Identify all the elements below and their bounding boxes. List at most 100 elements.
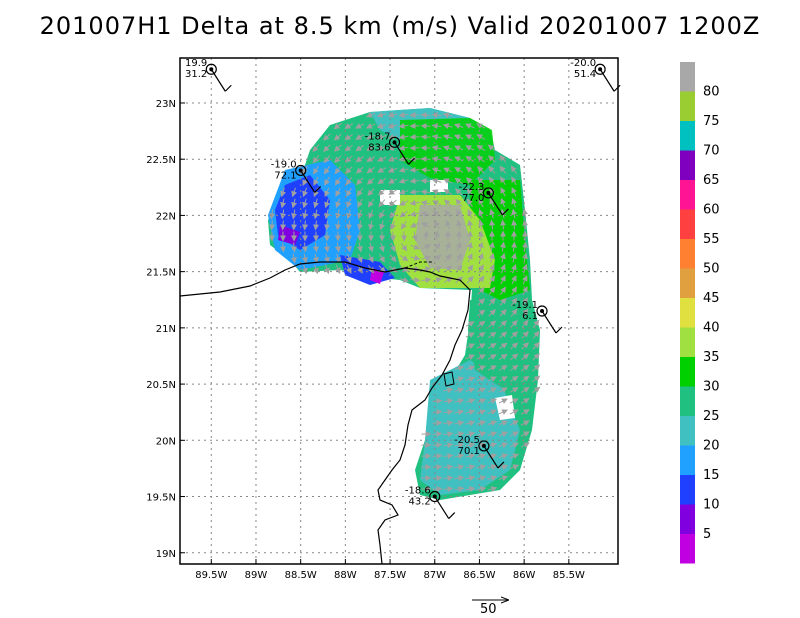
wind-arrow bbox=[335, 209, 342, 220]
wind-arrow bbox=[498, 431, 509, 437]
wind-arrow bbox=[356, 242, 363, 253]
y-tick-label: 22N bbox=[156, 211, 176, 222]
dropsonde-ring bbox=[388, 136, 401, 148]
wind-arrow bbox=[432, 464, 443, 471]
wind-arrow bbox=[345, 166, 353, 175]
wind-arrow bbox=[521, 263, 528, 274]
wind-arrow bbox=[379, 253, 385, 263]
wind-arrow bbox=[313, 176, 319, 186]
wind-arrow bbox=[465, 134, 475, 140]
wind-arrow bbox=[431, 167, 442, 174]
wind-arrow bbox=[346, 198, 352, 209]
wind-arrow bbox=[498, 376, 508, 382]
wind-arrow bbox=[467, 253, 473, 263]
wind-arrow bbox=[511, 208, 518, 219]
coastline bbox=[179, 261, 471, 565]
wind-arrow bbox=[366, 156, 376, 162]
wind-arrow bbox=[476, 343, 486, 349]
wind-arrow bbox=[368, 253, 374, 263]
wind-arrow bbox=[478, 198, 484, 208]
colorbar-swatch bbox=[680, 239, 695, 269]
wind-arrow bbox=[489, 208, 496, 219]
wind-arrow bbox=[431, 178, 442, 185]
wind-arrow bbox=[368, 209, 374, 220]
wind-arrow bbox=[487, 420, 498, 426]
wind-arrow bbox=[421, 277, 432, 284]
wind-arrow bbox=[454, 486, 465, 493]
wind-arrow bbox=[443, 398, 454, 405]
wind-arrow bbox=[399, 277, 410, 283]
wind-arrow bbox=[510, 241, 517, 252]
wind-arrow bbox=[356, 188, 364, 197]
wind-arrow bbox=[291, 198, 298, 209]
wind-arrow bbox=[443, 453, 454, 460]
wind-arrow bbox=[409, 177, 420, 184]
wind-arrow bbox=[510, 252, 517, 263]
wind-arrow bbox=[511, 275, 517, 285]
dropsonde-temp: -19.0 bbox=[271, 159, 297, 170]
wind-arrow bbox=[509, 420, 519, 426]
wind-arrow bbox=[476, 123, 486, 129]
wind-arrow bbox=[476, 365, 486, 371]
wind-arrow bbox=[269, 209, 276, 220]
wind-arrow bbox=[344, 144, 353, 152]
wind-arrow bbox=[532, 342, 540, 350]
wind-arrow bbox=[488, 309, 497, 317]
wind-arrow bbox=[520, 409, 530, 415]
wind-arrow bbox=[498, 442, 509, 448]
dropsonde: 19.931.2 bbox=[185, 58, 232, 92]
wind-arrow bbox=[499, 308, 507, 317]
colorbar-label: 50 bbox=[703, 262, 720, 277]
wind-arrow bbox=[467, 198, 473, 208]
wind-arrow bbox=[499, 154, 507, 163]
wind-arrow bbox=[476, 134, 486, 140]
wind-arrow bbox=[478, 252, 484, 263]
colorbar-label: 20 bbox=[703, 439, 720, 454]
wind-barb bbox=[541, 310, 557, 334]
wind-arrow bbox=[499, 241, 506, 252]
wind-arrow bbox=[379, 209, 385, 219]
dropsonde: -18.783.6 bbox=[365, 131, 415, 165]
wind-arrow bbox=[398, 177, 409, 184]
y-tick-label: 22.5N bbox=[146, 155, 176, 166]
wind-arrow bbox=[488, 241, 495, 252]
dropsonde: -22.377.0 bbox=[459, 182, 509, 216]
wind-arrow bbox=[443, 420, 454, 427]
wind-arrow bbox=[510, 364, 519, 372]
wind-arrow bbox=[511, 176, 517, 186]
wind-arrow bbox=[280, 187, 287, 198]
wind-arrow bbox=[487, 453, 498, 460]
wind-arrow bbox=[379, 220, 386, 231]
wind-arrow bbox=[302, 187, 308, 198]
wind-arrow bbox=[422, 230, 429, 241]
dropsonde-ring bbox=[478, 440, 490, 452]
y-tick-label: 23N bbox=[156, 99, 176, 110]
colorbar-swatch bbox=[680, 534, 695, 564]
wind-arrow bbox=[532, 330, 540, 339]
wind-arrow bbox=[420, 134, 431, 141]
wind-arrow bbox=[335, 187, 341, 197]
wind-arrow bbox=[356, 177, 364, 186]
wind-arrow bbox=[355, 134, 365, 140]
x-tick-label: 87W bbox=[423, 570, 446, 581]
wind-arrow bbox=[280, 198, 287, 209]
wind-arrow bbox=[334, 242, 341, 253]
wind-arrow bbox=[487, 354, 497, 360]
wind-arrow bbox=[355, 123, 365, 129]
wind-arrow bbox=[488, 320, 497, 328]
wind-arrow bbox=[344, 123, 354, 130]
wind-arrow bbox=[345, 177, 353, 186]
colorbar-label: 15 bbox=[703, 468, 720, 483]
wind-arrow bbox=[476, 166, 485, 174]
wind-arrow bbox=[488, 297, 496, 306]
wind-arrow bbox=[398, 144, 409, 151]
wind-arrow bbox=[465, 398, 476, 405]
wind-arrow bbox=[488, 286, 496, 295]
wind-arrow bbox=[432, 431, 443, 438]
wind-arrow bbox=[420, 211, 431, 218]
wind-barb-flag bbox=[501, 208, 509, 216]
wind-arrow bbox=[432, 200, 442, 206]
wind-arrow bbox=[387, 167, 398, 173]
wind-arrow bbox=[477, 275, 485, 284]
wind-arrow bbox=[443, 486, 454, 493]
